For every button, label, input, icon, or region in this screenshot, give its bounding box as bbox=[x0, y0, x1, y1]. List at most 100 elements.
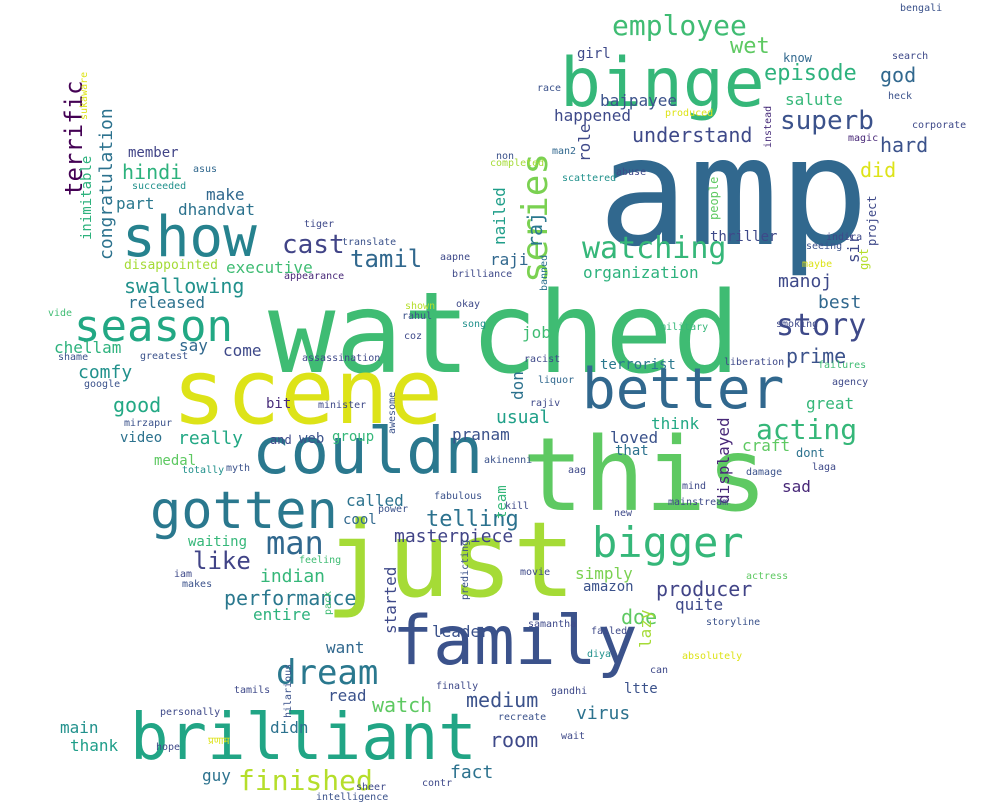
word-cloud-word: released bbox=[128, 293, 206, 312]
word-cloud-word: better bbox=[582, 357, 785, 422]
word-cloud-word: bengali bbox=[900, 3, 943, 14]
word-cloud-word: role bbox=[575, 123, 594, 162]
word-cloud-word: mirzapur bbox=[124, 418, 173, 429]
word-cloud-word: girl bbox=[577, 46, 611, 62]
word-cloud-word: episode bbox=[764, 61, 857, 86]
word-cloud-word: shown bbox=[405, 301, 436, 312]
word-cloud-word: loved bbox=[610, 428, 659, 447]
word-cloud-word: room bbox=[490, 728, 539, 752]
word-cloud-word: mind bbox=[682, 481, 707, 492]
word-cloud-word: finally bbox=[436, 681, 479, 692]
word-cloud-word: bajpayee bbox=[600, 91, 678, 110]
word-cloud-word: read bbox=[328, 686, 367, 705]
word-cloud-word: hindi bbox=[122, 160, 183, 184]
word-cloud-word: agency bbox=[832, 377, 869, 388]
word-cloud-word: main bbox=[60, 718, 99, 737]
word-cloud-word: waiting bbox=[188, 534, 248, 550]
word-cloud-word: mainstream bbox=[668, 497, 729, 508]
word-cloud-word: did bbox=[860, 158, 897, 182]
word-cloud-word: race bbox=[537, 83, 562, 94]
word-cloud-word: predicting bbox=[460, 539, 471, 600]
word-cloud-word: absolutely bbox=[682, 651, 743, 662]
word-cloud-word: contr bbox=[422, 778, 453, 789]
word-cloud-word: vide bbox=[48, 308, 73, 319]
word-cloud-word: bit bbox=[266, 396, 292, 412]
word-cloud-word: lazy bbox=[636, 609, 655, 648]
word-cloud-word: myth bbox=[226, 463, 251, 474]
word-cloud-word: dream bbox=[276, 653, 379, 693]
word-cloud-word: damage bbox=[746, 467, 783, 478]
word-cloud-word: this bbox=[522, 416, 768, 535]
word-cloud-word: failures bbox=[818, 360, 867, 371]
word-cloud-word: iam bbox=[174, 569, 193, 580]
word-cloud-word: prime bbox=[786, 344, 847, 368]
word-cloud-word: man2 bbox=[552, 146, 577, 157]
word-cloud-word: got bbox=[857, 248, 871, 270]
word-cloud-word: telling bbox=[426, 507, 519, 532]
word-cloud-word: thank bbox=[70, 736, 119, 755]
word-cloud-word: web bbox=[299, 431, 325, 447]
word-cloud-word: sukaware bbox=[79, 71, 90, 120]
word-cloud-word: chellam bbox=[54, 338, 122, 357]
word-cloud-word: couldn bbox=[252, 415, 484, 489]
word-cloud-word: best bbox=[818, 292, 862, 313]
word-cloud-word: rahul bbox=[402, 311, 433, 322]
word-cloud-word: power bbox=[378, 504, 409, 515]
word-cloud-word: sheer bbox=[356, 782, 387, 793]
word-cloud-word: bigger bbox=[592, 518, 744, 567]
word-cloud-word: season bbox=[74, 301, 233, 352]
word-cloud-word: smoking bbox=[776, 319, 819, 330]
word-cloud-word: personally bbox=[160, 707, 221, 718]
word-cloud-word: hope bbox=[156, 742, 181, 753]
word-cloud-word: virus bbox=[576, 703, 631, 724]
word-cloud-word: search bbox=[892, 51, 929, 62]
word-cloud-word: dhandvat bbox=[178, 200, 256, 219]
word-cloud-word: part bbox=[116, 194, 155, 213]
word-cloud-word: group bbox=[332, 429, 375, 445]
word-cloud-word: corporate bbox=[912, 120, 967, 131]
word-cloud-word: thriller bbox=[710, 229, 778, 245]
word-cloud-word: watching bbox=[582, 231, 727, 266]
word-cloud-word: tamil bbox=[350, 245, 423, 273]
word-cloud-word: started bbox=[381, 566, 400, 634]
word-cloud-word: producer bbox=[656, 577, 753, 601]
word-cloud-word: congratulation bbox=[96, 108, 117, 260]
word-cloud-word: terrorist bbox=[600, 357, 676, 373]
word-cloud-word: want bbox=[326, 638, 365, 657]
word-cloud-word: magic bbox=[848, 133, 879, 144]
word-cloud-word: just bbox=[325, 499, 576, 621]
word-cloud-word: gandhi bbox=[551, 686, 588, 697]
word-cloud-word: medium bbox=[466, 688, 539, 712]
word-cloud-word: instead bbox=[763, 105, 774, 148]
word-cloud-word: abuse bbox=[616, 167, 647, 178]
word-cloud-word: shame bbox=[58, 352, 89, 363]
word-cloud-word: gotten bbox=[150, 481, 338, 541]
word-cloud-word: diya bbox=[587, 649, 612, 660]
word-cloud-word: akinenni bbox=[484, 455, 533, 466]
word-cloud-word: man bbox=[266, 524, 324, 562]
word-cloud-word: comfy bbox=[78, 362, 133, 383]
word-cloud-word: fabulous bbox=[434, 491, 483, 502]
word-cloud-word: doe bbox=[621, 605, 658, 629]
word-cloud-word: tamils bbox=[234, 685, 271, 696]
word-cloud-word: samantha bbox=[528, 619, 577, 630]
word-cloud-word: member bbox=[128, 145, 179, 161]
word-cloud-word: people bbox=[707, 176, 721, 220]
word-cloud-word: failed bbox=[591, 626, 628, 637]
word-cloud-word: makes bbox=[182, 579, 213, 590]
word-cloud-word: awesome bbox=[387, 391, 398, 434]
word-cloud-word: happened bbox=[554, 106, 632, 125]
word-cloud-word: raj bbox=[523, 211, 547, 248]
word-cloud-word: totally bbox=[182, 465, 225, 476]
word-cloud-word: military bbox=[660, 322, 709, 333]
word-cloud-word: think bbox=[651, 414, 700, 433]
word-cloud-word: asus bbox=[193, 164, 218, 175]
word-cloud-word: like bbox=[193, 547, 251, 575]
word-cloud-word: coz bbox=[404, 331, 423, 342]
word-cloud-word: disappointed bbox=[124, 258, 218, 273]
word-cloud-word: quite bbox=[675, 595, 724, 614]
word-cloud-word: binge bbox=[560, 44, 765, 123]
word-cloud-word: raji bbox=[490, 250, 529, 269]
word-cloud-word: acting bbox=[756, 413, 858, 446]
